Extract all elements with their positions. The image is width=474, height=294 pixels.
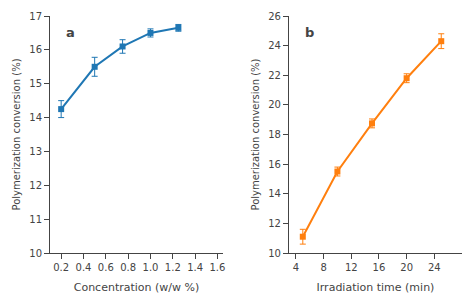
- svg-text:Polymerization conversion (%): Polymerization conversion (%): [11, 58, 22, 210]
- svg-text:12: 12: [345, 262, 358, 273]
- svg-text:1.6: 1.6: [210, 262, 226, 273]
- svg-text:0.6: 0.6: [98, 262, 114, 273]
- svg-text:12: 12: [268, 218, 281, 229]
- svg-text:20: 20: [400, 262, 413, 273]
- svg-text:1.2: 1.2: [165, 262, 181, 273]
- svg-text:11: 11: [29, 214, 42, 225]
- svg-text:15: 15: [29, 78, 42, 89]
- svg-text:24: 24: [268, 40, 281, 51]
- svg-text:1.0: 1.0: [143, 262, 159, 273]
- svg-text:10: 10: [268, 248, 281, 259]
- svg-text:13: 13: [29, 146, 42, 157]
- svg-text:12: 12: [29, 180, 42, 191]
- svg-text:0.8: 0.8: [120, 262, 136, 273]
- svg-text:4: 4: [293, 262, 299, 273]
- svg-text:20: 20: [268, 99, 281, 110]
- svg-text:26: 26: [268, 11, 281, 22]
- svg-text:Irradiation time (min): Irradiation time (min): [317, 281, 435, 294]
- svg-text:16: 16: [268, 159, 281, 170]
- svg-text:16: 16: [29, 44, 42, 55]
- svg-text:0.2: 0.2: [53, 262, 69, 273]
- svg-text:18: 18: [268, 129, 281, 140]
- svg-text:Polymerization conversion (%): Polymerization conversion (%): [250, 58, 261, 210]
- svg-text:22: 22: [268, 70, 281, 81]
- svg-text:24: 24: [428, 262, 441, 273]
- svg-text:1.4: 1.4: [187, 262, 203, 273]
- svg-text:a: a: [66, 25, 75, 40]
- svg-text:16: 16: [373, 262, 386, 273]
- svg-text:14: 14: [268, 188, 281, 199]
- svg-text:8: 8: [320, 262, 326, 273]
- svg-text:0.4: 0.4: [76, 262, 92, 273]
- svg-text:10: 10: [29, 248, 42, 259]
- svg-text:b: b: [305, 25, 314, 40]
- svg-text:17: 17: [29, 11, 42, 22]
- svg-text:Concentration (w/w %): Concentration (w/w %): [74, 281, 200, 294]
- svg-text:14: 14: [29, 112, 42, 123]
